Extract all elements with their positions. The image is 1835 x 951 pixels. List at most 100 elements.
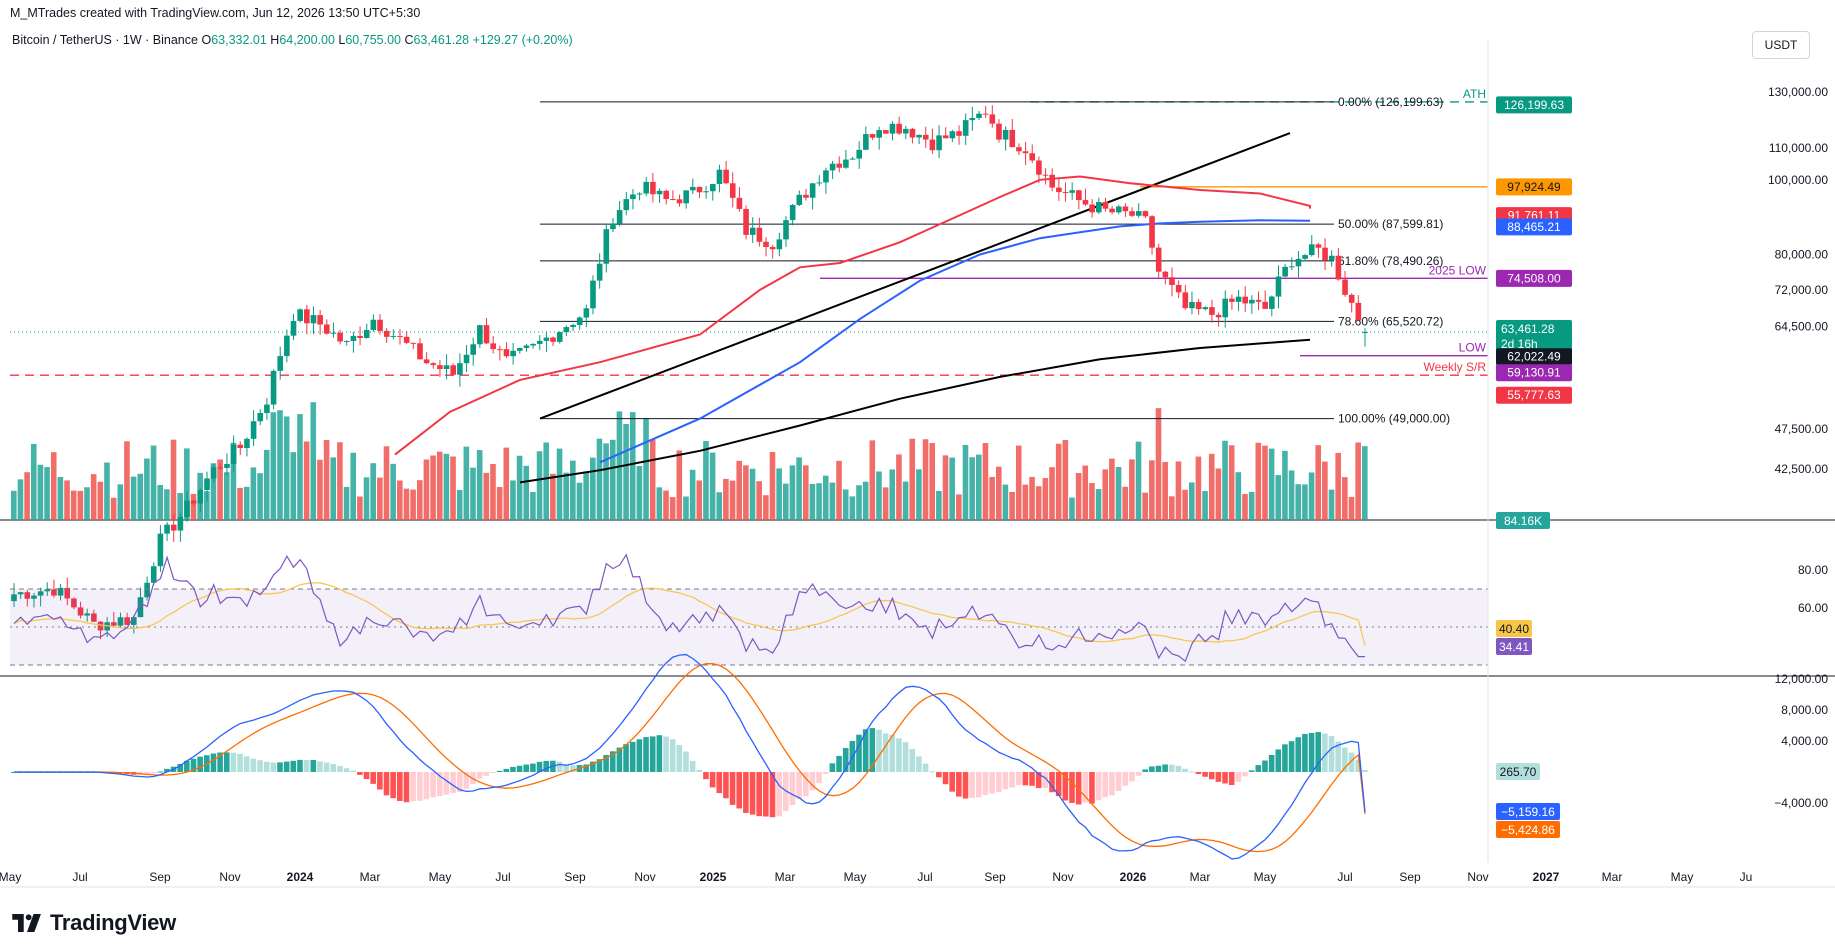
candle-body [716,169,723,184]
volume-bar [403,488,410,520]
volume-bar [989,477,995,520]
volume-bar [842,489,849,520]
symbol-title[interactable]: Bitcoin / TetherUS · 1W · Binance [12,33,198,47]
macd-histogram-bar [1109,772,1115,796]
candle-body [1275,276,1282,297]
macd-histogram-bar [1288,741,1295,772]
candle-body [1182,292,1189,309]
ohlc-c: C63,461.28 [404,33,470,47]
volume-bar [1188,482,1195,520]
ath-price-label-badge [1496,96,1572,114]
macd-histogram-bar [510,766,516,772]
macd-tick: 4,000.00 [1781,734,1828,748]
last-price-countdown: 2d 16h [1501,337,1538,351]
macd-histogram-bar [729,772,736,805]
volume-bar [590,457,596,520]
candle-body [590,280,596,309]
volume-bar [436,451,443,520]
candle-body [1095,202,1102,213]
candle-body [916,134,922,138]
candle-body [144,582,150,598]
macd-histogram-bar [643,737,649,772]
candle-body [703,191,709,193]
macd-histogram-bar [1009,772,1015,788]
volume-bar [596,438,603,520]
volume-bar [1195,456,1202,520]
volume-bar [1075,472,1082,520]
macd-histogram-bar [556,761,563,772]
macd-histogram-bar [1082,772,1089,803]
volume-bar [669,497,676,520]
price-tick: 110,000.00 [1769,141,1828,155]
volume-bar [144,458,150,520]
volume-bar [689,469,696,520]
candle-body [756,227,763,242]
volume-bar [317,459,323,520]
macd-histogram-bar [796,772,802,800]
candle-body [503,349,510,357]
fib-label: 61.80% (78,490.26) [1338,254,1443,268]
candle-body [1189,302,1195,309]
volume-bar [510,480,516,520]
candle-body [17,592,24,595]
volume-bar [177,493,183,520]
candle-body [1142,211,1149,217]
volume-bar [1009,491,1015,520]
macd-histogram-bar [976,772,982,798]
tradingview-logo[interactable]: TradingView [12,908,176,938]
volume-bar [490,464,496,520]
volume-bar [676,450,683,520]
time-tick: Jul [495,870,510,884]
macd-histogram-bar [150,772,157,774]
rsi-value-label: 34.41 [1499,640,1529,654]
candle-body [1089,204,1095,213]
volume-bar [503,447,510,520]
candle-body [623,199,630,211]
candle-body [430,363,437,366]
macd-signal-badge [1496,821,1560,838]
candle-body [111,622,117,626]
volume-bar [423,459,430,520]
time-tick: Mar [1602,870,1623,884]
volume-bar [476,450,483,520]
ema-100-line [599,219,1311,464]
volume-bar [1295,484,1302,520]
macd-histogram-bar [982,772,989,796]
candle-body [749,227,756,235]
time-tick: Jul [1337,870,1352,884]
volume-bar [1069,497,1075,520]
volume-bar [629,412,636,520]
candle-body [576,317,583,325]
candle-body [84,613,91,616]
macd-histogram-bar [902,742,909,772]
candle-body [417,343,423,360]
macd-histogram-bar [1162,764,1168,772]
volume-bar [170,439,177,520]
macd-histogram-bar [317,761,323,772]
macd-value-label: −5,159.16 [1501,805,1555,819]
candle-body [244,438,250,449]
macd-histogram-bar [969,772,975,798]
volume-bar [1248,491,1255,520]
volume-bar [822,475,829,520]
volume-bar [1122,486,1129,520]
macd-histogram-bar [157,771,164,773]
volume-bar [856,485,862,520]
candle-body [1308,244,1315,256]
macd-histogram-bar [596,759,603,772]
macd-histogram-bar [456,772,463,793]
currency-button[interactable]: USDT [1752,31,1810,59]
candle-body [696,186,703,193]
tradingview-logo-icon [12,914,41,932]
candle-body [922,134,929,140]
macd-histogram-bar [563,764,569,772]
level-label: ATH [1463,87,1486,101]
candle-body [902,128,909,134]
macd-histogram-bar [590,761,596,772]
candle-body [829,163,836,171]
macd-histogram-bar [257,760,263,772]
candle-body [1022,151,1029,154]
macd-histogram-bar [1002,772,1009,790]
volume-bar [383,446,390,520]
